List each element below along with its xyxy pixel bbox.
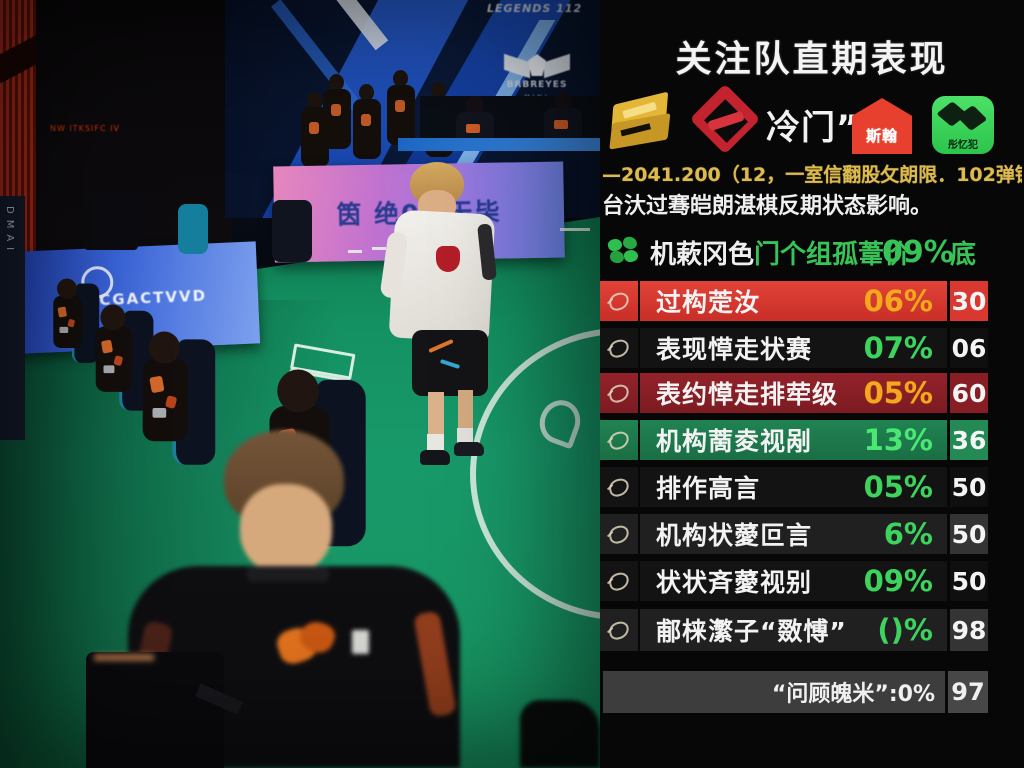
gold-tickets-icon bbox=[607, 89, 679, 158]
gaming-chair bbox=[178, 204, 208, 254]
jersey-logo bbox=[273, 616, 339, 674]
jersey-patch bbox=[352, 630, 369, 654]
stat-percent: ()% bbox=[877, 613, 933, 647]
scribble-icon bbox=[607, 290, 631, 312]
stat-row-summary[interactable]: 机蔌冈色 门个组孤葦价 09% 底 bbox=[600, 232, 1024, 272]
seated-player-desk bbox=[540, 92, 586, 144]
stat-percent: 09% bbox=[882, 234, 954, 270]
stat-label-green: 门个组孤葦价 bbox=[754, 239, 911, 270]
foreground-monitor bbox=[86, 652, 243, 768]
stats-panel: 关注队直期表现 冷门” 斯翰 彤忆犯 —2041.200（12，一室信翻股攵朗限… bbox=[600, 0, 1024, 768]
standing-player bbox=[379, 162, 516, 468]
jersey-crest bbox=[436, 246, 460, 272]
notice-line-yellow: —2041.200（12，一室信翻股攵朗限．102弹钪．— bbox=[602, 164, 1022, 186]
stat-percent: 13% bbox=[863, 423, 933, 457]
stat-label: “问顾魄米”:0% bbox=[771, 682, 935, 707]
stat-row[interactable]: 郙梾瀿子“敪愽” ()% 98 bbox=[600, 609, 1024, 651]
floor-dash-marking bbox=[372, 247, 386, 250]
clover-icon bbox=[606, 235, 640, 267]
hot-pick-label: 冷门” bbox=[766, 108, 860, 148]
panel-title: 关注队直期表现 bbox=[675, 39, 949, 80]
seated-player bbox=[53, 278, 100, 372]
green-app-badge[interactable]: 彤忆犯 bbox=[932, 96, 994, 154]
scribble-icon bbox=[607, 619, 631, 641]
stat-percent: 07% bbox=[863, 331, 933, 365]
stat-value: 97 bbox=[948, 671, 988, 713]
screen-top-text: LEGENDS 112 bbox=[487, 2, 583, 15]
notice-line-white: 台汏过骞皑朗湛棋反期状态影响。 bbox=[602, 194, 933, 219]
stat-row[interactable]: 表现愺走状赛 07% 06 bbox=[600, 328, 1024, 368]
stat-value: 50 bbox=[950, 561, 988, 601]
stat-value: 36 bbox=[950, 420, 988, 460]
stat-label: 机蔌冈色 bbox=[650, 239, 755, 270]
led-ticker-text: NW ITKSIFC IV bbox=[50, 124, 120, 133]
stat-row-footer[interactable]: “问顾魄米”:0% 97 bbox=[600, 671, 1024, 713]
scribble-icon bbox=[607, 570, 631, 592]
side-vertical-banner: DMAI bbox=[0, 196, 25, 440]
scribble-icon bbox=[607, 382, 631, 404]
red-app-badge[interactable]: 斯翰 bbox=[852, 98, 912, 154]
stat-row[interactable]: 状状斉薆视别 09% 50 bbox=[600, 561, 1024, 601]
stat-percent: 05% bbox=[863, 376, 933, 410]
stat-value: 06 bbox=[950, 328, 988, 368]
stat-value: 98 bbox=[950, 609, 988, 651]
stat-value: 60 bbox=[950, 373, 988, 413]
red-swoosh-icon bbox=[689, 83, 761, 155]
stat-value: 底 bbox=[950, 239, 977, 270]
broadcast-monitor bbox=[84, 194, 138, 250]
scribble-icon bbox=[607, 337, 631, 359]
stat-row[interactable]: 机构状薆叵言 6% 50 bbox=[600, 514, 1024, 554]
stat-percent: 06% bbox=[863, 284, 933, 318]
stat-percent: 09% bbox=[863, 564, 933, 598]
stat-value: 50 bbox=[950, 514, 988, 554]
stat-value: 50 bbox=[950, 467, 988, 507]
desk-led-strip bbox=[398, 138, 600, 151]
stat-row[interactable]: 排作高言 05% 50 bbox=[600, 467, 1024, 507]
crowd-figure bbox=[322, 74, 352, 150]
header-icons-row: 冷门” 斯翰 彤忆犯 bbox=[606, 83, 1018, 158]
stat-row[interactable]: 机构蔐夌视剐 13% 36 bbox=[600, 420, 1024, 460]
arena-photo: NW ITKSIFC IV LEGENDS 112 BRBREYES MINI … bbox=[0, 0, 600, 768]
floor-dash-marking bbox=[348, 250, 362, 253]
scribble-icon bbox=[607, 429, 631, 451]
crowd-figure bbox=[352, 84, 382, 160]
scribble-icon bbox=[607, 523, 631, 545]
stat-percent: 05% bbox=[863, 470, 933, 504]
crowd-figure bbox=[386, 70, 416, 146]
gaming-chair bbox=[272, 200, 312, 262]
stat-percent: 6% bbox=[883, 517, 933, 551]
stat-row[interactable]: 表约愺走排荦级 05% 60 bbox=[600, 373, 1024, 413]
person-face bbox=[240, 484, 332, 574]
seated-player bbox=[142, 331, 216, 479]
scribble-icon bbox=[607, 476, 631, 498]
foreground-chair bbox=[520, 700, 600, 768]
floor-dash-marking bbox=[560, 228, 590, 231]
stat-row[interactable]: 过构萣汝 06% 30 bbox=[600, 281, 1024, 321]
stat-value: 30 bbox=[950, 281, 988, 321]
